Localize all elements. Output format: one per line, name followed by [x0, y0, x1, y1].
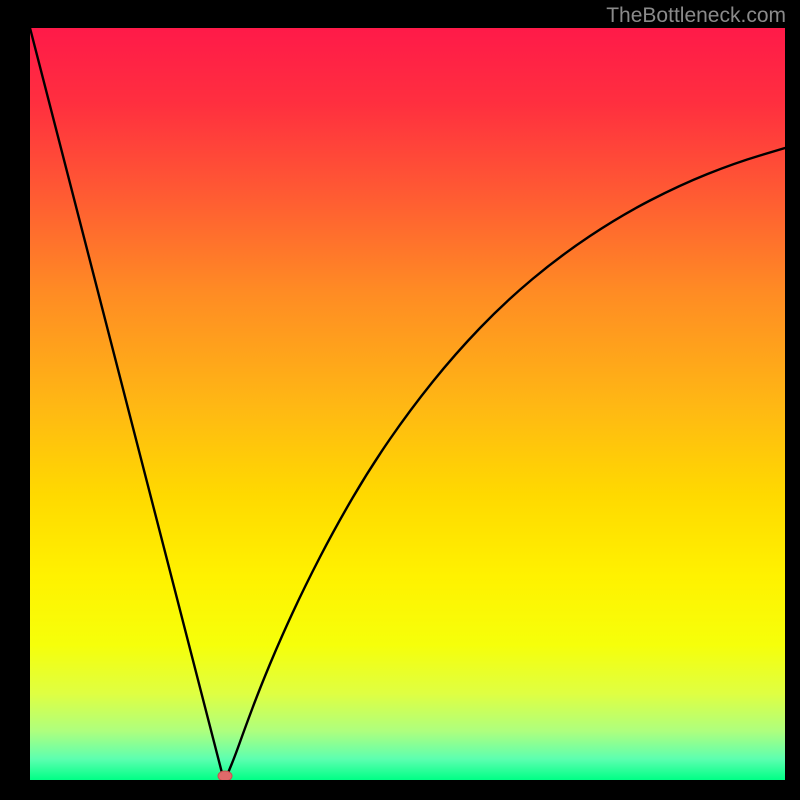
- gradient-background: [30, 28, 785, 780]
- chart-plot-area: [30, 28, 785, 780]
- optimal-point-marker: [218, 771, 232, 780]
- watermark-text: TheBottleneck.com: [606, 4, 786, 28]
- chart-svg: [30, 28, 785, 780]
